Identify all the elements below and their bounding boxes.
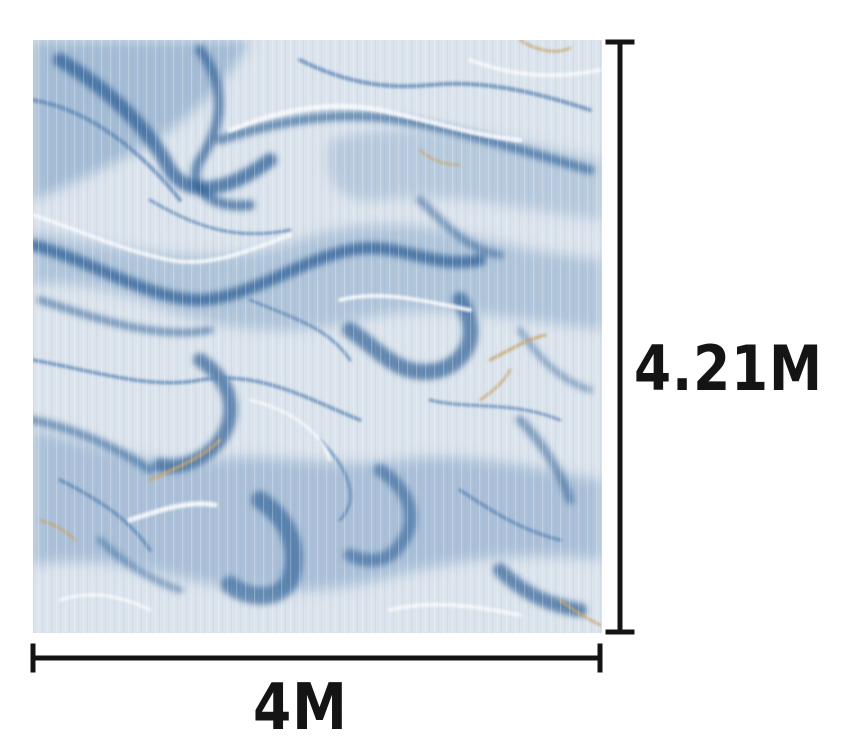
marble-texture-image	[33, 40, 602, 633]
width-dimension-label: 4M	[253, 671, 348, 745]
width-dimension-line	[30, 643, 603, 673]
height-dimension-label: 4.21M	[634, 332, 823, 405]
height-dimension-line	[605, 39, 635, 635]
